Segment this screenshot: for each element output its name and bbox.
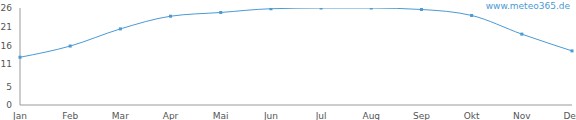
svg-text:Okt: Okt bbox=[464, 111, 480, 120]
svg-text:Feb: Feb bbox=[62, 111, 78, 120]
svg-text:Jan: Jan bbox=[12, 111, 27, 120]
svg-text:Nov: Nov bbox=[513, 111, 531, 120]
svg-text:Apr: Apr bbox=[163, 111, 179, 120]
svg-text:Jul: Jul bbox=[315, 111, 327, 120]
svg-text:21: 21 bbox=[8, 22, 12, 32]
svg-text:Mai: Mai bbox=[213, 111, 229, 120]
html-text:www.meteo365.de: www.meteo365.de bbox=[485, 1, 570, 11]
svg-text:16: 16 bbox=[8, 41, 12, 51]
svg-text:Jun: Jun bbox=[263, 111, 278, 120]
svg-text:Mar: Mar bbox=[112, 111, 129, 120]
svg-text:Dez: Dez bbox=[563, 111, 568, 120]
svg-text:0: 0 bbox=[8, 100, 12, 110]
svg-text:Sep: Sep bbox=[413, 111, 430, 120]
svg-text:11: 11 bbox=[8, 59, 12, 69]
svg-text:Aug: Aug bbox=[362, 111, 380, 120]
svg-text:5: 5 bbox=[8, 82, 12, 92]
svg-text:26: 26 bbox=[8, 3, 12, 13]
